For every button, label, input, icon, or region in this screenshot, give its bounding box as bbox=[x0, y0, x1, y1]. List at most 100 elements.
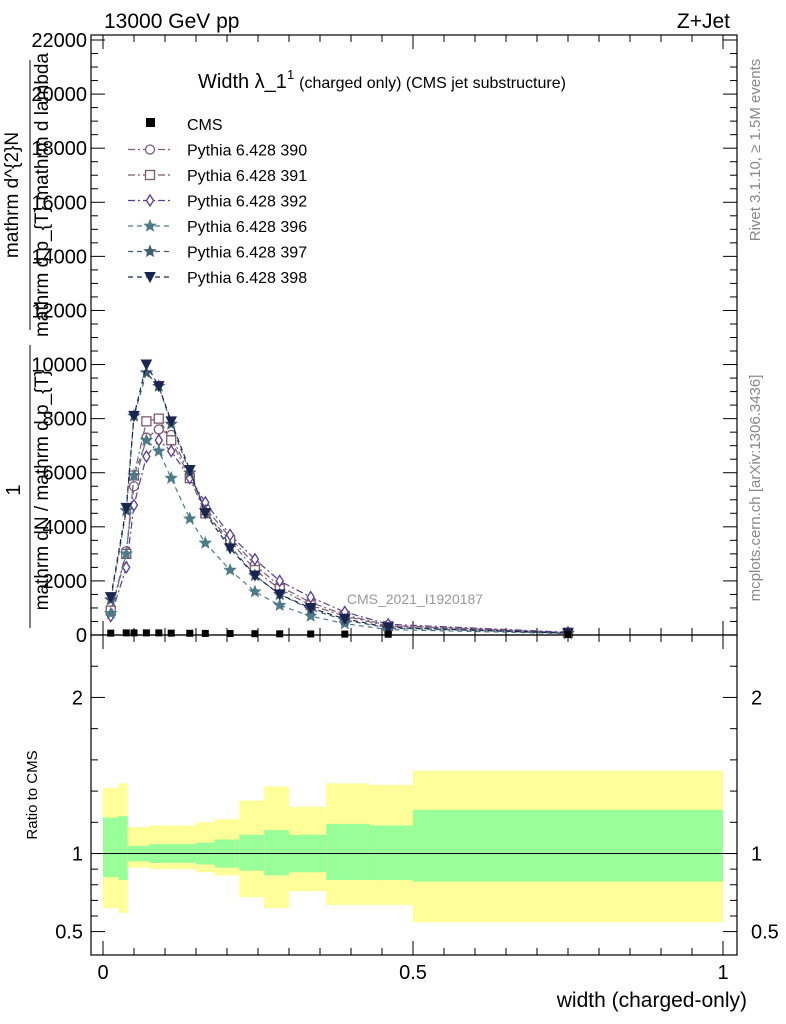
legend-marker-2 bbox=[145, 193, 155, 208]
legend: CMS Pythia 6.428 390 Pythia 6.428 391 Pythi… bbox=[128, 117, 307, 287]
legend-label-4: Pythia 6.428 397 bbox=[187, 245, 307, 262]
cms-point bbox=[307, 630, 315, 638]
series-line-1 bbox=[110, 417, 569, 634]
series-5-point bbox=[140, 359, 153, 371]
series-2-point bbox=[121, 560, 131, 575]
cms-point bbox=[107, 629, 115, 637]
cms-point bbox=[122, 629, 130, 637]
series-3-point bbox=[119, 546, 134, 560]
series-5-point bbox=[165, 416, 178, 428]
series-2-point bbox=[142, 449, 151, 464]
cms-point bbox=[251, 630, 259, 638]
y-tick-label: 18000 bbox=[31, 138, 87, 160]
cms-point bbox=[142, 629, 150, 637]
series-3-point bbox=[139, 433, 154, 446]
series-0-point bbox=[128, 481, 140, 492]
ratio-y-tick-label: 2 bbox=[72, 687, 83, 709]
y-tick-label: 22000 bbox=[31, 30, 87, 52]
series-4-point bbox=[139, 365, 154, 379]
series-5-point bbox=[224, 543, 236, 555]
series-3-point bbox=[248, 584, 262, 598]
y-tick-label: 4000 bbox=[43, 517, 88, 539]
ratio-x-axis: 0 0.5 1 bbox=[97, 635, 729, 984]
chart-title-main: Width λ_1 bbox=[198, 71, 287, 93]
series-0-point bbox=[153, 424, 164, 435]
series-1-point bbox=[166, 435, 177, 446]
ylabel-frac: mathrm dN / mathrm d p_{T} bbox=[32, 370, 53, 611]
ratio-y-tick-label-right: 2 bbox=[751, 687, 762, 709]
band-inner bbox=[264, 830, 289, 876]
series-line-3 bbox=[110, 439, 569, 635]
mcplots-label: mcplots.cern.ch [arXiv:1306.3436] bbox=[747, 375, 764, 602]
band-inner bbox=[326, 823, 370, 881]
y-tick-label: 0 bbox=[76, 625, 87, 647]
series-5-point bbox=[338, 613, 351, 625]
series-5-point bbox=[183, 465, 196, 477]
x-axis-title: width (charged-only) bbox=[556, 989, 747, 1012]
x-tick-label: 0 bbox=[97, 962, 108, 984]
ratio-panel: 0.5 0.5 1 1 2 2 0 0.5 1 Ratio to CMS width (cha… bbox=[24, 634, 779, 1012]
ratio-ylabel: Ratio to CMS bbox=[24, 750, 41, 839]
series-2-point bbox=[275, 574, 284, 588]
x-tick-label: 1 bbox=[717, 962, 728, 984]
ratio-panel-frame bbox=[90, 634, 738, 956]
series-5-point bbox=[120, 502, 133, 514]
series-5-point bbox=[304, 602, 317, 615]
series-5-point bbox=[152, 381, 165, 393]
series-3-point bbox=[223, 562, 237, 576]
legend-label-0: Pythia 6.428 390 bbox=[187, 143, 307, 160]
rivet-label: Rivet 3.1.10, ≥ 1.5M events bbox=[747, 59, 764, 242]
legend-marker-1 bbox=[144, 169, 156, 181]
band-inner bbox=[118, 816, 128, 881]
main-panel: 0 2000 4000 6000 8000 10000 12000 14000 16000 180… bbox=[2, 30, 738, 647]
cms-point bbox=[167, 629, 175, 637]
series-3-point bbox=[303, 608, 318, 622]
watermark: CMS_2021_I1920187 bbox=[347, 591, 483, 607]
band-inner bbox=[369, 825, 413, 881]
cms-data-group bbox=[107, 629, 572, 638]
series-1-point bbox=[153, 413, 164, 424]
series-3-point bbox=[164, 470, 178, 484]
ylabel-denominator: mathrm d p_{T} mathrm d lambda bbox=[32, 53, 53, 337]
y-tick-label: 10000 bbox=[31, 355, 87, 377]
legend-label-1: Pythia 6.428 391 bbox=[187, 168, 307, 185]
main-y-axis-label: mathrm d^{2}N mathrm d p_{T} mathrm d la… bbox=[2, 53, 53, 628]
y-tick-label: 14000 bbox=[31, 246, 87, 268]
legend-marker-0 bbox=[144, 144, 156, 155]
cms-point bbox=[384, 630, 392, 638]
x-tick-label: 0.5 bbox=[399, 962, 427, 984]
series-1-point bbox=[141, 416, 152, 427]
ratio-y-axis: 0.5 0.5 1 1 2 2 bbox=[55, 665, 779, 944]
chart-title: Width λ_11 (charged only) (CMS jet substr… bbox=[198, 67, 566, 93]
series-line-2 bbox=[110, 439, 569, 633]
band-inner bbox=[413, 809, 723, 882]
series-2-point bbox=[250, 552, 260, 566]
series-5-point bbox=[104, 592, 117, 604]
legend-label-2: Pythia 6.428 392 bbox=[187, 194, 307, 211]
y-tick-label: 12000 bbox=[31, 300, 87, 322]
band-inner bbox=[103, 817, 119, 877]
legend-marker-4 bbox=[143, 244, 157, 258]
series-5-point bbox=[249, 570, 261, 582]
ylabel-prefix: 1 bbox=[3, 484, 25, 495]
header-right: Z+Jet bbox=[677, 10, 730, 33]
y-tick-label: 20000 bbox=[31, 84, 87, 106]
series-line-4 bbox=[110, 371, 569, 634]
series-group bbox=[103, 359, 575, 640]
series-line-5 bbox=[110, 362, 569, 634]
cms-point bbox=[564, 630, 572, 638]
cms-point bbox=[341, 630, 349, 638]
y-tick-label: 2000 bbox=[43, 571, 88, 593]
series-5-point bbox=[382, 622, 395, 634]
cms-point bbox=[226, 630, 234, 638]
chart-title-suffix: (charged only) (CMS jet substructure) bbox=[299, 75, 566, 92]
series-3-point bbox=[198, 535, 213, 549]
ratio-y-tick-label: 1 bbox=[72, 844, 83, 866]
legend-cms-marker bbox=[146, 118, 155, 127]
ylabel-numerator: mathrm d^{2}N bbox=[2, 132, 23, 258]
main-y-axis: 0 2000 4000 6000 8000 10000 12000 14000 16000 180… bbox=[31, 30, 737, 647]
ratio-y-tick-label: 0.5 bbox=[55, 922, 83, 944]
series-5-point bbox=[273, 589, 286, 601]
cms-point bbox=[276, 630, 284, 638]
